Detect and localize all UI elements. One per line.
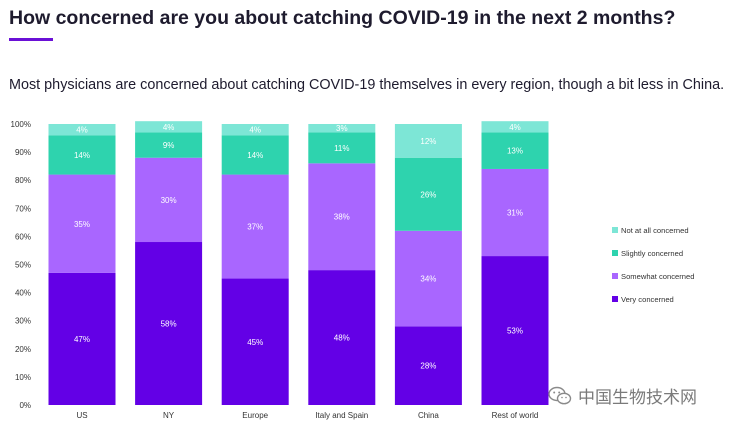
y-tick-label: 70%: [15, 204, 31, 213]
data-label: 26%: [420, 190, 436, 199]
y-tick-label: 40%: [15, 289, 31, 298]
bar-segment: [221, 174, 289, 279]
bar-segment: [135, 157, 203, 243]
data-label: 37%: [247, 223, 263, 232]
y-tick-label: 20%: [15, 345, 31, 354]
data-label: 48%: [334, 334, 350, 343]
bar-segment: [308, 124, 376, 133]
title-accent-rule: [9, 38, 53, 41]
legend-label: Somewhat concerned: [621, 272, 694, 281]
legend-swatch: [612, 250, 618, 256]
bar-segment: [394, 230, 462, 327]
y-tick-label: 10%: [15, 373, 31, 382]
bar-segment: [221, 278, 289, 405]
x-tick-label: Europe: [242, 411, 268, 420]
y-tick-label: 80%: [15, 176, 31, 185]
bar-segment: [221, 124, 289, 136]
y-tick-label: 30%: [15, 317, 31, 326]
y-tick-label: 0%: [19, 401, 31, 410]
x-tick-label: US: [76, 411, 87, 420]
bar-segment: [481, 121, 549, 133]
y-tick-label: 60%: [15, 232, 31, 241]
data-label: 30%: [161, 196, 177, 205]
legend-label: Very concerned: [621, 295, 674, 304]
data-label: 4%: [76, 126, 88, 135]
bar-segment: [481, 256, 549, 405]
data-label: 14%: [247, 151, 263, 160]
data-label: 4%: [249, 126, 261, 135]
legend-swatch: [612, 273, 618, 279]
data-label: 31%: [507, 209, 523, 218]
y-tick-label: 90%: [15, 148, 31, 157]
data-label: 14%: [74, 151, 90, 160]
legend-swatch: [612, 227, 618, 233]
bar-segment: [308, 270, 376, 405]
y-tick-label: 50%: [15, 261, 31, 270]
bar-segment: [394, 157, 462, 231]
x-tick-label: Rest of world: [492, 411, 539, 420]
bar-segment: [221, 135, 289, 175]
bar-segment: [135, 132, 203, 158]
legend-label: Slightly concerned: [621, 249, 683, 258]
data-label: 45%: [247, 338, 263, 347]
bar-segment: [48, 272, 116, 405]
data-label: 35%: [74, 220, 90, 229]
bar-segment: [481, 132, 549, 169]
data-label: 4%: [163, 123, 175, 132]
data-label: 12%: [420, 137, 436, 146]
chart-title: How concerned are you about catching COV…: [9, 7, 676, 29]
x-tick-label: China: [418, 411, 439, 420]
bar-segment: [48, 124, 116, 136]
bar-segment: [394, 124, 462, 158]
chart-subtitle: Most physicians are concerned about catc…: [9, 77, 725, 93]
x-tick-label: NY: [163, 411, 175, 420]
bar-segment: [135, 121, 203, 133]
data-label: 58%: [161, 320, 177, 329]
bar-segment: [481, 168, 549, 257]
bar-segment: [308, 132, 376, 164]
wechat-icon: [548, 386, 572, 404]
watermark: 中国生物技术网: [548, 383, 697, 408]
bar-segment: [394, 326, 462, 405]
bar-segment: [48, 135, 116, 175]
data-label: 4%: [509, 123, 521, 132]
data-label: 34%: [420, 275, 436, 284]
y-tick-label: 100%: [11, 120, 31, 129]
data-label: 11%: [334, 144, 349, 153]
data-label: 3%: [336, 124, 348, 133]
legend-label: Not at all concerned: [621, 226, 689, 235]
data-label: 38%: [334, 213, 350, 222]
x-tick-label: Italy and Spain: [315, 411, 368, 420]
data-label: 28%: [420, 362, 436, 371]
data-label: 9%: [163, 141, 175, 150]
watermark-text: 中国生物技术网: [578, 388, 697, 408]
data-label: 53%: [507, 327, 523, 336]
bar-segment: [308, 163, 376, 271]
legend-swatch: [612, 296, 618, 302]
data-label: 13%: [507, 147, 523, 156]
data-label: 47%: [74, 335, 90, 344]
bar-segment: [48, 174, 116, 273]
bar-segment: [135, 242, 203, 405]
